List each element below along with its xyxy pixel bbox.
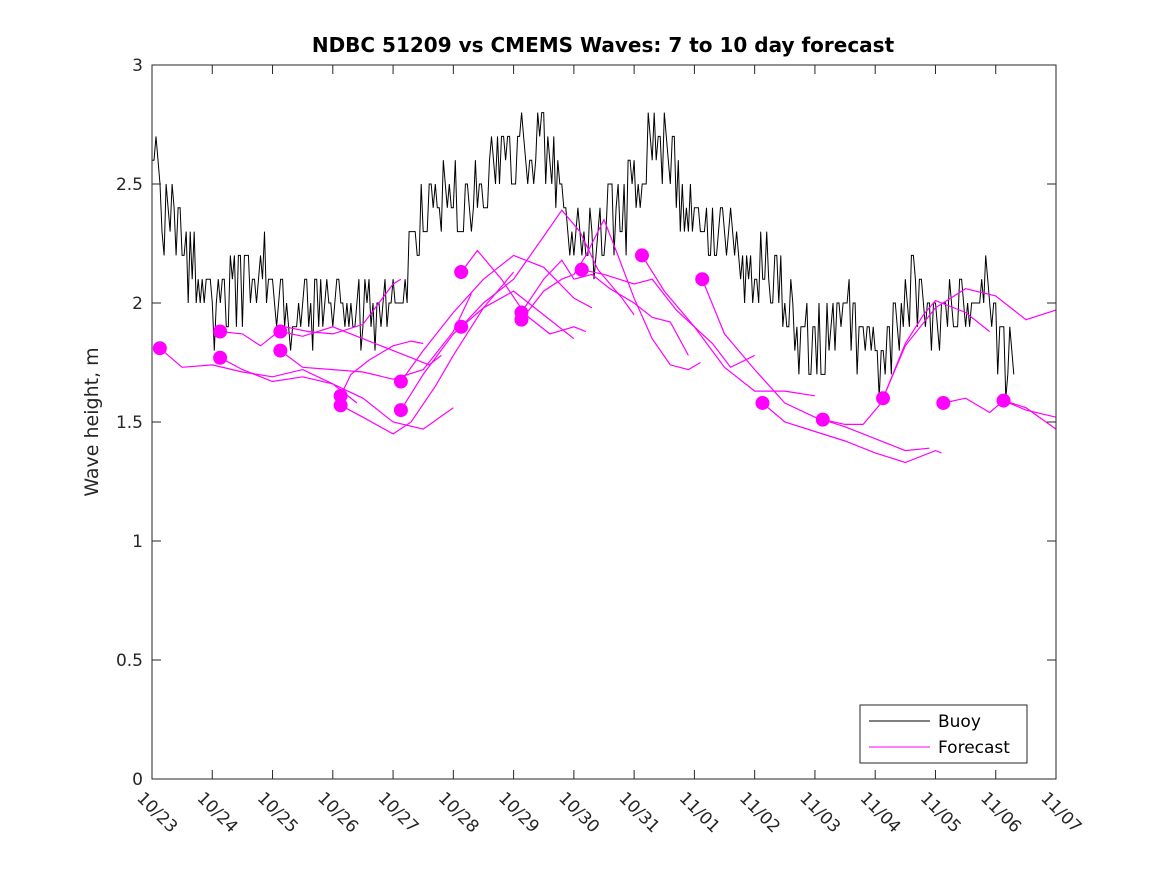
forecast-start-marker-15 [695, 272, 710, 287]
legend-forecast-label: Forecast [938, 738, 1010, 758]
forecast-series [152, 209, 1057, 464]
forecast-line-4 [280, 293, 472, 380]
forecast-line-10 [460, 209, 635, 328]
chart-title: NDBC 51209 vs CMEMS Waves: 7 to 10 day f… [312, 33, 895, 57]
forecast-line-7 [400, 254, 593, 382]
legend-buoy-label: Buoy [938, 712, 981, 732]
forecast-start-marker-19 [936, 395, 951, 410]
y-tick-label: 1.5 [116, 413, 143, 433]
forecast-start-marker-17 [815, 412, 830, 427]
forecast-line-1 [220, 278, 402, 347]
legend-box [859, 704, 1028, 764]
forecast-start-marker-4 [273, 343, 288, 358]
forecast-start-marker-10 [454, 319, 469, 334]
forecast-start-marker-16 [755, 395, 770, 410]
forecast-start-marker-14 [634, 248, 649, 263]
y-tick-label: 2.5 [116, 175, 143, 195]
plot-area [152, 65, 1056, 779]
forecast-line-18 [882, 288, 1057, 399]
forecast-start-marker-1 [213, 324, 228, 339]
forecast-start-marker-6 [333, 398, 348, 413]
forecast-line-20 [1003, 400, 1057, 430]
forecast-start-marker-7 [393, 374, 408, 389]
forecast-start-marker-18 [876, 391, 891, 406]
forecast-start-marker-3 [273, 324, 288, 339]
y-axis-label: Wave height, m [81, 347, 103, 496]
forecast-line-15 [701, 278, 930, 452]
forecast-start-marker-9 [454, 265, 469, 280]
buoy-series [152, 112, 1015, 399]
forecast-start-marker-20 [996, 393, 1011, 408]
buoy-line [152, 112, 1015, 399]
y-tick-label: 1 [132, 532, 143, 552]
forecast-line-17 [822, 299, 991, 425]
forecast-line-5 [340, 340, 424, 397]
forecast-line-14 [641, 255, 815, 397]
forecast-line-13 [581, 269, 755, 369]
y-axis: 0 0.5 1 1.5 2 2.5 3 [116, 56, 1056, 790]
legend: Buoy Forecast [859, 704, 1028, 764]
y-tick-label: 0 [132, 770, 143, 790]
forecast-line-6 [340, 271, 515, 435]
forecast-line-3 [280, 326, 442, 366]
forecast-line-11 [520, 259, 689, 356]
forecast-start-marker-13 [574, 262, 589, 277]
forecast-line-16 [762, 402, 942, 464]
forecast-line-12 [520, 218, 701, 371]
forecast-start-marker-8 [393, 403, 408, 418]
y-tick-label: 2 [132, 294, 143, 314]
forecast-start-marker-2 [213, 350, 228, 365]
y-tick-label: 0.5 [116, 651, 143, 671]
forecast-start-marker-0 [152, 341, 167, 356]
forecast-start-marker-12 [514, 312, 529, 327]
forecast-line-8 [400, 290, 575, 411]
y-tick-label: 3 [132, 56, 143, 76]
forecast-line-0 [159, 347, 358, 404]
forecast-line-2 [219, 357, 454, 430]
